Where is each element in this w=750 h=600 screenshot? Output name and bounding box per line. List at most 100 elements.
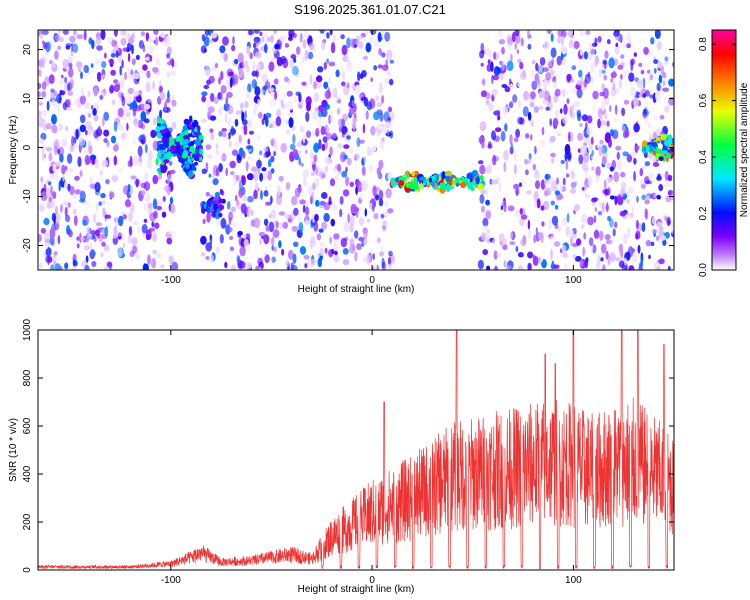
spectrogram-cell: [75, 129, 79, 140]
spectrogram-cell: [103, 138, 108, 143]
spectrogram-cell: [221, 152, 227, 162]
spectrogram-cell: [305, 111, 310, 123]
spectrogram-cell: [110, 69, 116, 76]
spectrogram-cell: [613, 117, 618, 123]
spectrogram-cell: [284, 43, 290, 48]
spectrogram-cell: [304, 50, 309, 60]
spectrogram-cell: [555, 109, 560, 116]
spectrogram-cell: [101, 61, 107, 69]
spectrogram-cell: [667, 174, 673, 182]
spectrogram-cell: [306, 102, 311, 112]
spectrogram-cell: [345, 176, 350, 187]
spectrogram-cell: [668, 96, 674, 106]
spectrogram-cell: [605, 239, 612, 245]
spectrogram-feature-cell: [218, 204, 225, 211]
spectrogram-cell: [644, 161, 651, 167]
spectrogram-cell: [520, 239, 526, 247]
spectrogram-cell: [363, 228, 368, 239]
spectrogram-cell: [275, 116, 282, 127]
spectrogram-cell: [597, 118, 601, 129]
spectrogram-cell: [220, 218, 227, 229]
spectrogram-cell: [171, 99, 177, 107]
spectrogram-cell: [58, 79, 64, 85]
spectrogram-cell: [132, 220, 138, 226]
spectrogram-cell: [270, 209, 276, 220]
spectrogram-cell: [583, 51, 589, 60]
spectrogram-cell: [628, 265, 635, 270]
spectrogram-cell: [229, 77, 233, 88]
spectrogram-cell: [521, 69, 527, 78]
spectrogram-cell: [39, 33, 44, 40]
spectrogram-cell: [503, 161, 507, 173]
spectrogram-cell: [171, 261, 179, 270]
spectrogram-cell: [246, 173, 254, 181]
spectrogram-cell: [83, 201, 90, 206]
spectrogram-cell: [94, 182, 101, 193]
spectrogram-cell: [539, 57, 546, 66]
spectrogram-cell: [82, 219, 87, 226]
spectrogram-cell: [299, 246, 307, 255]
spectrogram-cell: [528, 157, 532, 164]
spectrogram-cell: [354, 230, 359, 239]
spectrogram-cell: [230, 125, 235, 137]
spectrogram-cell: [142, 64, 148, 71]
spectrogram-cell: [44, 51, 50, 56]
spectrogram-cell: [293, 57, 297, 63]
spectrogram-cell: [622, 193, 627, 201]
spectrogram-cell: [607, 176, 612, 184]
spectrogram-cell: [130, 175, 137, 180]
spectrogram-cell: [375, 194, 380, 201]
spectrogram-cell: [341, 81, 346, 87]
spectrogram-cell: [385, 59, 389, 68]
spectrogram-cell: [664, 182, 670, 188]
spectrogram-cell: [581, 213, 588, 224]
spectrogram-cell: [656, 221, 663, 227]
spectrogram-cell: [85, 130, 88, 136]
spectrogram-cell: [363, 156, 367, 164]
spectrogram-cell: [71, 43, 79, 54]
spectrogram-cell: [578, 154, 584, 165]
spectrogram-cell: [321, 173, 326, 179]
spectrogram-cell: [232, 36, 235, 45]
spectrogram-cell: [477, 259, 484, 270]
spectrogram-cell: [602, 264, 606, 270]
spectrogram-cell: [284, 214, 290, 219]
spectrogram-cell: [78, 137, 86, 147]
spectrogram-cell: [313, 92, 320, 103]
spectrogram-cell: [358, 236, 365, 242]
spectrogram-cell: [260, 190, 263, 200]
spectrogram-cell: [502, 105, 508, 116]
spectrogram-cell: [200, 252, 206, 257]
spectrogram-cell: [140, 31, 145, 37]
spectrogram-cell: [316, 75, 323, 83]
spectrogram-cell: [50, 264, 55, 270]
spectrogram-cell: [278, 175, 284, 182]
spectrogram-cell: [66, 153, 73, 164]
spectrogram-cell: [270, 138, 275, 147]
spectrogram-cell: [113, 121, 118, 132]
spectrogram-cell: [329, 116, 333, 124]
spectrogram-cell: [634, 144, 640, 151]
spectrogram-feature-cell: [412, 182, 419, 191]
spectrogram-cell: [372, 202, 375, 213]
spectrogram-cell: [318, 117, 321, 127]
spectrogram-cell: [496, 252, 502, 258]
spectrogram-feature-cell: [406, 173, 410, 178]
spectrogram-cell: [59, 90, 66, 96]
spectrogram-cell: [531, 60, 536, 65]
spectrogram-cell: [285, 259, 290, 268]
spectrogram-cell: [303, 177, 307, 186]
spectrogram-cell: [482, 217, 489, 227]
spectrogram-cell: [129, 250, 135, 258]
spectrogram-cell: [93, 236, 97, 243]
spectrogram-cell: [53, 251, 58, 256]
spectrogram-cell: [590, 62, 595, 72]
spectrogram-feature-cell: [218, 212, 223, 218]
spectrogram-cell: [485, 209, 492, 219]
spectrogram-cell: [655, 128, 660, 136]
spectrogram-cell: [264, 254, 270, 263]
spectrogram-cell: [667, 265, 671, 270]
spectrogram-cell: [54, 263, 61, 270]
spectrogram-cell: [288, 117, 294, 128]
spectrogram-cell: [312, 182, 316, 190]
